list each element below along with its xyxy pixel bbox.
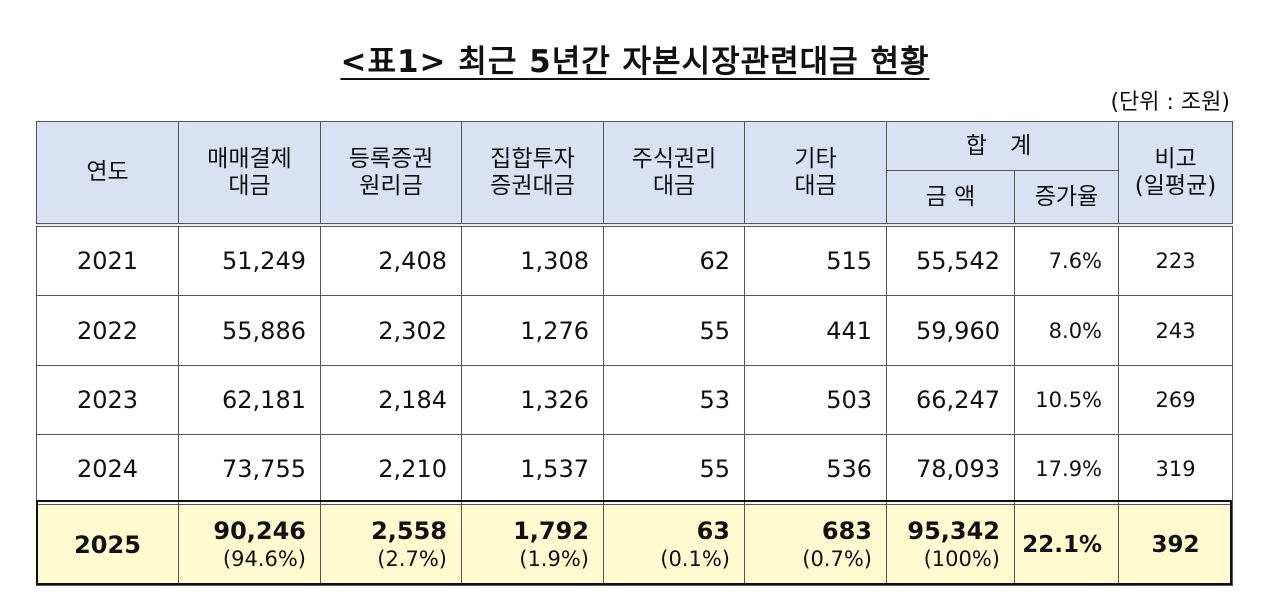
share-pct: (0.1%) (660, 547, 730, 572)
share-pct: (100%) (923, 547, 1000, 572)
cell-collective: 1,326 (461, 364, 604, 436)
cell-year: 2022 (36, 295, 179, 366)
cell-growth: 17.9% (1013, 434, 1120, 505)
header-stockrights: 주식권리 대금 (603, 121, 745, 226)
header-registered: 등록증권 원리금 (320, 121, 462, 226)
value: 2,558 (371, 516, 447, 545)
cell-amount: 78,093 (886, 434, 1015, 505)
cell-avg: 223 (1118, 223, 1234, 297)
table-title: <표1> 최근 5년간 자본시장관련대금 현황 (340, 44, 930, 80)
table-row: 2023 62,181 2,184 1,326 53 503 66,247 10… (36, 364, 1234, 436)
value: 63 (696, 516, 730, 545)
cell-avg: 269 (1118, 364, 1234, 436)
header-collective: 집합투자 증권대금 (461, 121, 604, 226)
cell-avg: 392 (1118, 503, 1234, 587)
cell-collective: 1,537 (461, 434, 604, 505)
cell-trading: 62,181 (178, 364, 321, 436)
cell-year: 2021 (36, 223, 179, 297)
value: 683 (821, 516, 872, 545)
cell-collective: 1,792 (1.9%) (461, 503, 604, 587)
cell-year: 2023 (36, 364, 179, 436)
cell-year: 2024 (36, 434, 179, 505)
header-note: 비고 (일평균) (1118, 121, 1234, 226)
table-row: 2024 73,755 2,210 1,537 55 536 78,093 17… (36, 434, 1234, 505)
cell-registered: 2,408 (320, 223, 462, 297)
cell-trading: 55,886 (178, 295, 321, 366)
share-pct: (1.9%) (519, 547, 589, 572)
cell-growth: 10.5% (1013, 364, 1120, 436)
cell-other: 441 (744, 295, 887, 366)
cell-stockrights: 55 (603, 434, 745, 505)
cell-collective: 1,308 (461, 223, 604, 297)
cell-growth: 22.1% (1013, 503, 1120, 587)
capital-market-table: 연도 매매결제 대금 등록증권 원리금 집합투자 증권대금 주식권리 대금 기타… (36, 121, 1234, 587)
header-amount: 금 액 (886, 170, 1015, 225)
cell-collective: 1,276 (461, 295, 604, 366)
cell-registered: 2,210 (320, 434, 462, 505)
cell-registered: 2,558 (2.7%) (320, 503, 462, 587)
cell-amount: 95,342 (100%) (886, 503, 1015, 587)
header-total: 합 계 (885, 121, 1120, 171)
cell-amount: 55,542 (886, 223, 1015, 297)
cell-other: 683 (0.7%) (744, 503, 887, 587)
share-pct: (94.6%) (222, 547, 306, 572)
cell-stockrights: 62 (603, 223, 745, 297)
table-row: 2021 51,249 2,408 1,308 62 515 55,542 7.… (36, 223, 1234, 297)
header-growth: 증가율 (1013, 170, 1120, 225)
cell-growth: 8.0% (1013, 295, 1120, 366)
cell-other: 536 (744, 434, 887, 505)
cell-stockrights: 63 (0.1%) (603, 503, 745, 587)
unit-label: (단위 : 조원) (1110, 90, 1230, 115)
cell-trading: 90,246 (94.6%) (178, 503, 321, 587)
cell-year: 2025 (36, 503, 179, 587)
cell-trading: 51,249 (178, 223, 321, 297)
cell-amount: 59,960 (886, 295, 1015, 366)
cell-registered: 2,184 (320, 364, 462, 436)
header-trading: 매매결제 대금 (178, 121, 321, 226)
cell-registered: 2,302 (320, 295, 462, 366)
cell-other: 515 (744, 223, 887, 297)
cell-trading: 73,755 (178, 434, 321, 505)
share-pct: (0.7%) (802, 547, 872, 572)
cell-growth: 7.6% (1013, 223, 1120, 297)
cell-avg: 243 (1118, 295, 1234, 366)
cell-stockrights: 53 (603, 364, 745, 436)
header-year: 연도 (36, 121, 179, 226)
value: 1,792 (513, 516, 589, 545)
table-row-highlight: 2025 90,246 (94.6%) 2,558 (2.7%) 1,792 (1.9… (36, 503, 1234, 587)
cell-stockrights: 55 (603, 295, 745, 366)
value: 95,342 (907, 516, 1000, 545)
cell-other: 503 (744, 364, 887, 436)
share-pct: (2.7%) (377, 547, 447, 572)
table-row: 2022 55,886 2,302 1,276 55 441 59,960 8.… (36, 295, 1234, 366)
header-other: 기타 대금 (744, 121, 887, 226)
cell-amount: 66,247 (886, 364, 1015, 436)
cell-avg: 319 (1118, 434, 1234, 505)
value: 90,246 (213, 516, 306, 545)
